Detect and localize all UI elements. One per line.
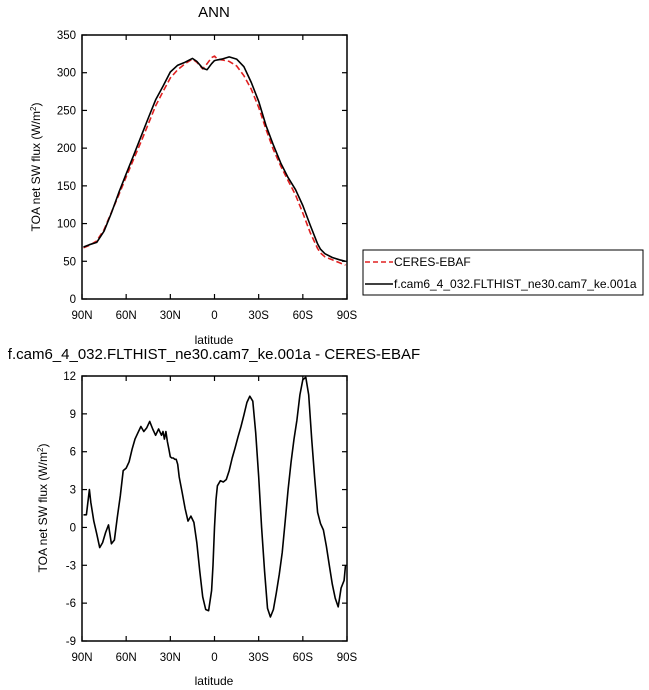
top-panel-y-tick-label: 100 bbox=[57, 219, 76, 231]
bottom-panel-y-tick-label: -3 bbox=[66, 560, 76, 572]
bottom-panel-x-tick-label: 90N bbox=[71, 652, 92, 664]
top-panel-y-tick-label: 350 bbox=[57, 30, 76, 42]
top-panel-y-tick-label: 250 bbox=[57, 105, 76, 117]
top-panel-x-tick-label: 90N bbox=[71, 310, 92, 322]
bottom-panel-x-tick-label: 30S bbox=[248, 652, 269, 664]
top-panel-y-tick-label: 50 bbox=[63, 256, 76, 268]
bottom-panel-x-tick-label: 60S bbox=[293, 652, 314, 664]
bottom-panel-y-tick-label: -9 bbox=[66, 636, 76, 648]
top-panel-series-line-0 bbox=[83, 55, 346, 266]
top-panel: ANN 0 50 100 150 200 250 300 350 90N 60N 30N 0 30S 6… bbox=[29, 4, 358, 347]
bottom-panel-x-ticks: 90N 60N 30N 0 30S 60S 90S bbox=[71, 376, 358, 664]
bottom-panel-x-tick-label: 0 bbox=[211, 652, 217, 664]
top-panel-y-tick-label: 0 bbox=[70, 294, 76, 306]
legend-label-model: f.cam6_4_032.FLTHIST_ne30.cam7_ke.001a bbox=[394, 277, 637, 291]
bottom-panel-y-tick-label: 6 bbox=[70, 447, 76, 459]
top-panel-y-tick-label: 150 bbox=[57, 181, 76, 193]
bottom-panel-y-tick-label: -6 bbox=[66, 598, 76, 610]
top-panel-title: ANN bbox=[198, 4, 230, 21]
top-panel-frame bbox=[81, 34, 348, 300]
bottom-panel-y-tick-label: 0 bbox=[70, 522, 76, 534]
top-panel-x-tick-label: 30S bbox=[248, 310, 269, 322]
top-panel-x-tick-label: 30N bbox=[160, 310, 181, 322]
bottom-panel-x-tick-label: 30N bbox=[160, 652, 181, 664]
bottom-panel-x-tick-label: 90S bbox=[337, 652, 358, 664]
top-panel-x-tick-label: 60N bbox=[116, 310, 137, 322]
top-panel-x-tick-label: 0 bbox=[211, 310, 217, 322]
bottom-panel-x-tick-label: 60N bbox=[116, 652, 137, 664]
top-panel-series-line-1 bbox=[83, 56, 346, 263]
bottom-panel-x-axis-label: latitude bbox=[195, 674, 234, 688]
top-panel-x-ticks: 90N 60N 30N 0 30S 60S 90S bbox=[71, 35, 358, 322]
bottom-panel-y-axis-label: TOA net SW flux (W/m2) bbox=[36, 444, 50, 573]
legend-box bbox=[362, 249, 644, 296]
bottom-panel-frame bbox=[81, 375, 348, 642]
bottom-panel: f.cam6_4_032.FLTHIST_ne30.cam7_ke.001a -… bbox=[8, 346, 420, 688]
top-panel-x-tick-label: 60S bbox=[293, 310, 314, 322]
bottom-panel-y-tick-label: 3 bbox=[70, 485, 76, 497]
top-panel-y-tick-label: 200 bbox=[57, 143, 76, 155]
top-panel-y-axis-label: TOA net SW flux (W/m2) bbox=[29, 103, 43, 232]
bottom-panel-title: f.cam6_4_032.FLTHIST_ne30.cam7_ke.001a -… bbox=[8, 346, 420, 363]
top-panel-y-ticks: 0 50 100 150 200 250 300 350 bbox=[57, 30, 347, 306]
bottom-panel-y-tick-label: 9 bbox=[70, 409, 76, 421]
bottom-panel-y-ticks: -9 -6 -3 0 3 6 9 12 bbox=[63, 371, 347, 648]
bottom-panel-series-line-0 bbox=[83, 376, 347, 618]
top-panel-y-tick-label: 300 bbox=[57, 68, 76, 80]
top-panel-series bbox=[83, 55, 346, 266]
legend: CERES-EBAF f.cam6_4_032.FLTHIST_ne30.cam… bbox=[362, 249, 644, 296]
legend-label-ceres: CERES-EBAF bbox=[394, 255, 471, 269]
top-panel-x-axis-label: latitude bbox=[195, 333, 234, 347]
bottom-panel-series bbox=[83, 376, 347, 618]
bottom-panel-y-tick-label: 12 bbox=[63, 371, 76, 383]
top-panel-x-tick-label: 90S bbox=[337, 310, 358, 322]
